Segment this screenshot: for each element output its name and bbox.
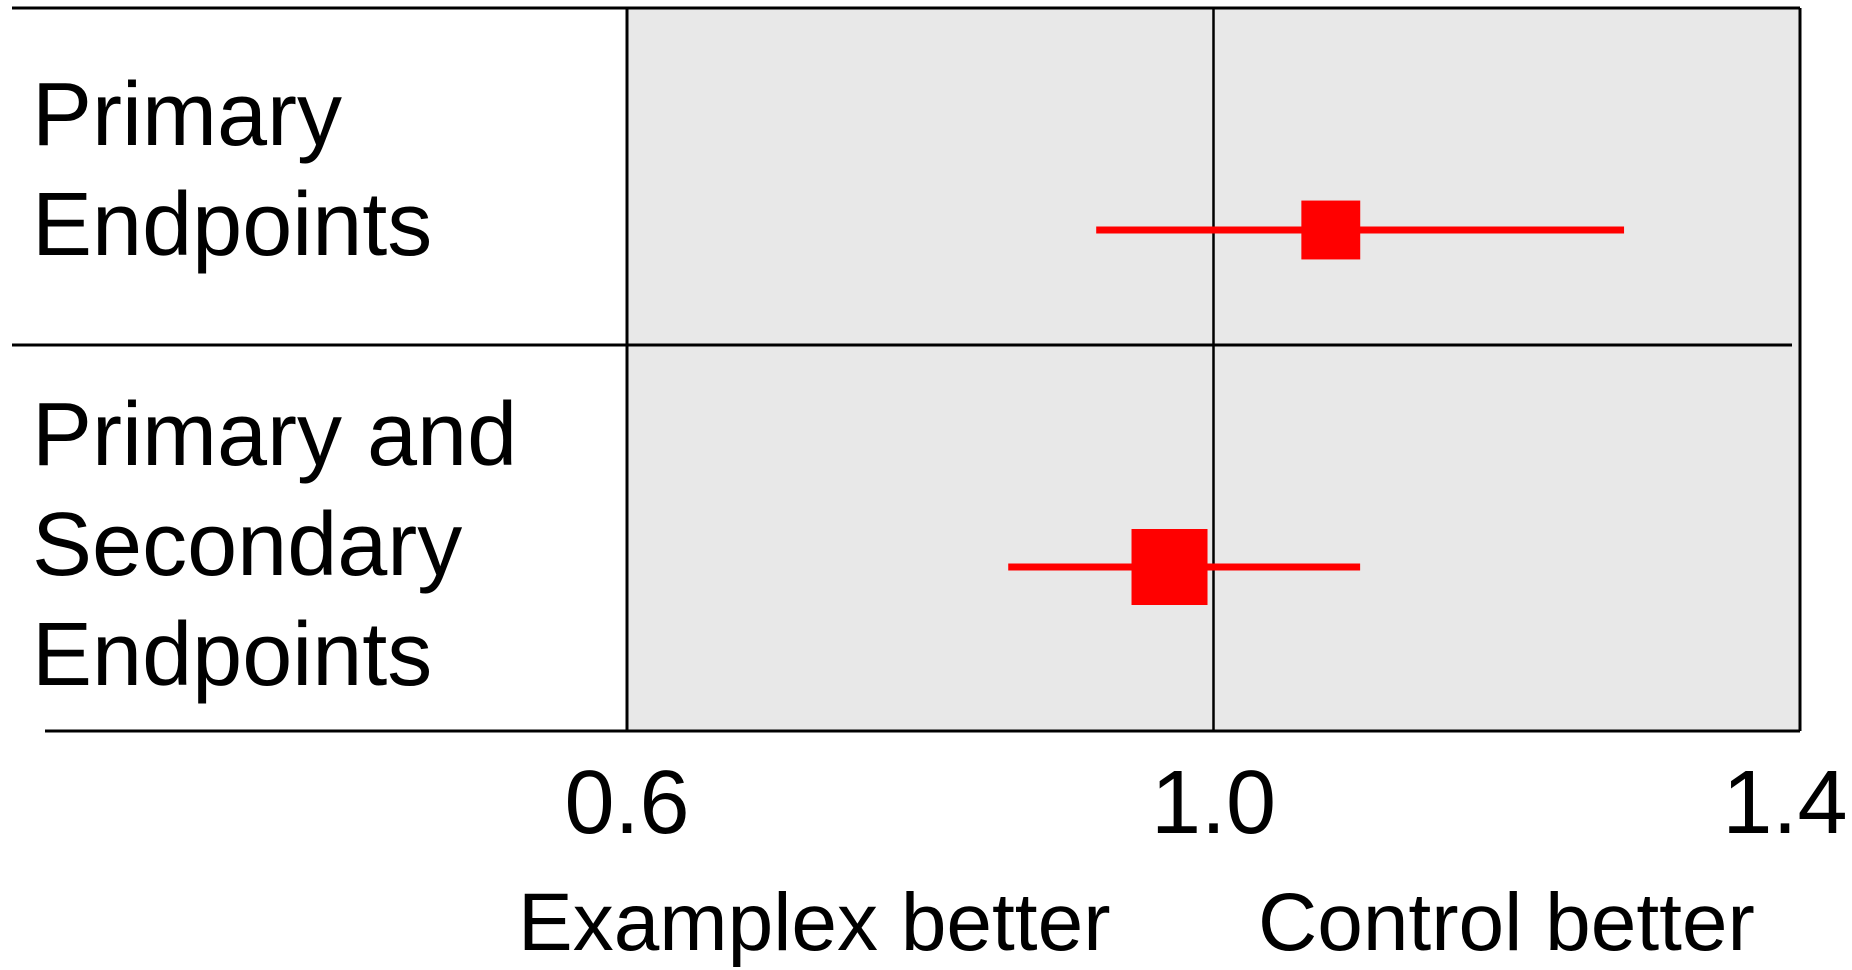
x-tick-label: 1.0 (1150, 753, 1277, 853)
direction-label-right: Control better (1258, 877, 1755, 968)
row-label-ps-line-2: Secondary (32, 495, 463, 595)
estimate-marker-primary-secondary (1131, 529, 1208, 605)
row-label-primary: Primary Endpoints (32, 60, 432, 280)
row-label-ps-line-3: Endpoints (32, 605, 433, 705)
x-tick-label: 0.6 (564, 753, 690, 853)
row-label-ps-line-1: Primary and (32, 385, 518, 485)
row-label-primary-secondary: Primary and Secondary Endpoints (32, 380, 517, 710)
row-label-primary-line-1: Primary (32, 65, 342, 165)
x-tick-label: 1.4 (1722, 753, 1848, 853)
direction-label-left: Examplex better (518, 877, 1111, 968)
row-label-primary-line-2: Endpoints (32, 175, 433, 275)
estimate-marker-primary (1301, 200, 1361, 260)
